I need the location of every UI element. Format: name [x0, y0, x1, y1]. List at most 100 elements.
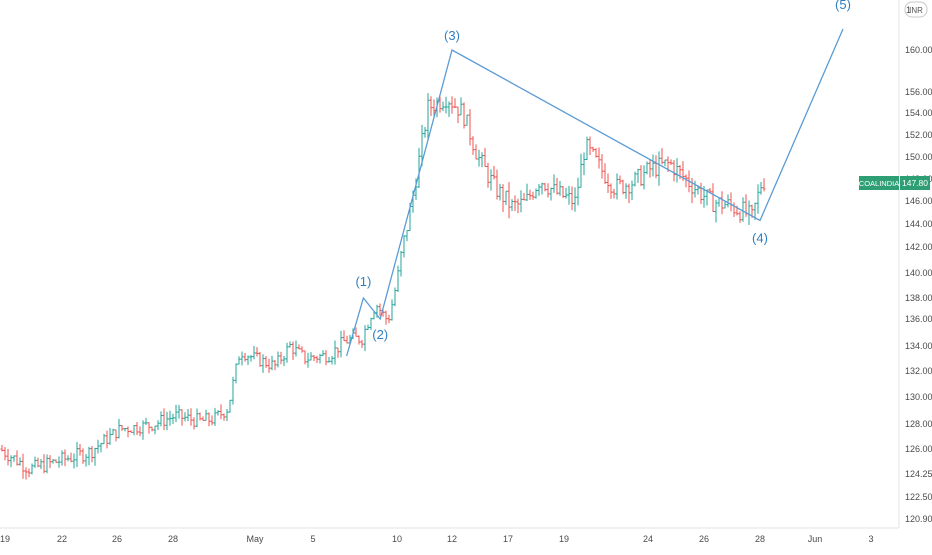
ohlc-bar: [162, 408, 166, 431]
ohlc-bar: [318, 353, 322, 364]
ohlc-bar: [123, 428, 127, 432]
ohlc-bar: [633, 171, 637, 187]
ohlc-bar: [387, 314, 391, 324]
ohlc-bar: [33, 456, 37, 468]
ohlc-bar: [120, 424, 124, 431]
ohlc-bar: [201, 416, 205, 421]
ohlc-bar: [15, 450, 19, 466]
ohlc-bar: [75, 441, 79, 468]
ohlc-bar: [36, 457, 40, 468]
ohlc-bar: [3, 447, 7, 461]
ohlc-bar: [324, 350, 328, 366]
ohlc-bar: [144, 417, 148, 425]
x-tick-label: Jun: [808, 534, 823, 544]
ohlc-bar: [273, 360, 277, 371]
ohlc-bar: [390, 299, 394, 321]
time-axis-bg: [0, 528, 932, 550]
x-tick-label: May: [246, 534, 264, 544]
ohlc-bar: [78, 443, 82, 456]
ohlc-bar: [99, 442, 103, 453]
ohlc-bar: [255, 347, 259, 357]
ohlc-bar: [456, 106, 460, 124]
ohlc-bar: [531, 191, 535, 200]
ohlc-bar: [57, 456, 61, 468]
ohlc-bar: [534, 188, 538, 199]
ohlc-bar: [477, 149, 481, 167]
ohlc-bar: [471, 136, 475, 155]
ohlc-bar: [330, 356, 334, 365]
ohlc-bar: [303, 350, 307, 365]
ohlc-bar: [90, 446, 94, 463]
ohlc-bar: [276, 351, 280, 368]
ohlc-bar: [189, 408, 193, 426]
currency-badge-label: INR: [909, 6, 923, 15]
ohlc-bar: [759, 182, 763, 195]
y-tick-label: 150.00: [905, 152, 932, 162]
ohlc-bar: [582, 152, 586, 176]
ohlc-bar: [738, 211, 742, 223]
y-tick-label: 142.00: [905, 242, 932, 252]
ohlc-bar: [285, 342, 289, 363]
ohlc-bar: [603, 163, 607, 185]
ohlc-bar: [234, 363, 238, 384]
ohlc-bar: [138, 426, 142, 437]
ohlc-bar: [261, 354, 265, 373]
y-tick-label: 134.00: [905, 341, 932, 351]
ohlc-bar: [165, 411, 169, 431]
ohlc-bar: [279, 351, 283, 365]
ohlc-bar: [546, 183, 550, 198]
y-tick-label: 152.00: [905, 130, 932, 140]
ohlc-bar: [222, 413, 226, 421]
ohlc-bar: [117, 418, 121, 439]
symbol-tag: COALINDIA: [859, 179, 899, 188]
time-axis[interactable]: 19 22 26 28 May 5 10 12 17 19 24 26 28 Jun 3: [0, 534, 874, 544]
y-tick-label: 138.00: [905, 293, 932, 303]
ohlc-bar: [573, 187, 577, 212]
last-price-tag-bg: [900, 176, 930, 190]
ohlc-bar: [486, 162, 490, 188]
ohlc-bar: [447, 101, 451, 118]
ohlc-bar: [48, 455, 52, 469]
ohlc-bar: [501, 184, 505, 212]
ohlc-bar: [630, 180, 634, 200]
ohlc-bar: [18, 457, 22, 466]
ohlc-bar: [513, 195, 517, 212]
y-tick-label: 154.00: [905, 108, 932, 118]
ohlc-bar: [9, 455, 13, 468]
ohlc-bar: [591, 146, 595, 152]
ohlc-bar: [648, 158, 652, 178]
ohlc-bar: [522, 192, 526, 201]
ohlc-bar: [147, 422, 151, 434]
ohlc-bar: [588, 136, 592, 156]
ohlc-bar: [174, 404, 178, 423]
ohlc-bar: [399, 251, 403, 277]
ohlc-bar: [378, 303, 382, 316]
ohlc-bar: [252, 346, 256, 360]
x-tick-label: 5: [310, 534, 315, 544]
ohlc-bar: [186, 409, 190, 422]
ohlc-bar: [567, 185, 571, 205]
ohlc-bar: [558, 180, 562, 196]
price-axis-bg: [899, 0, 932, 550]
ohlc-bar: [12, 455, 16, 462]
ohlc-bar: [570, 186, 574, 211]
x-tick-label: 22: [57, 534, 67, 544]
ohlc-bar: [45, 454, 49, 474]
ohlc-bar: [612, 188, 616, 199]
ohlc-bar: [237, 356, 241, 365]
x-tick-label: 19: [0, 534, 10, 544]
ohlc-bar: [39, 458, 43, 469]
ohlc-bar: [720, 191, 724, 215]
currency-badge[interactable]: INR: [904, 1, 928, 18]
ohlc-bar: [651, 154, 655, 177]
last-price-marker: COALINDIA 147.80: [859, 176, 930, 190]
wave-line[interactable]: [345, 28, 844, 357]
ohlc-bar: [594, 148, 598, 158]
ohlc-bar: [30, 463, 34, 475]
ohlc-bar: [672, 160, 676, 182]
ohlc-bar: [87, 446, 91, 466]
ohlc-bar: [66, 455, 70, 462]
ohlc-bar: [228, 399, 232, 413]
ohlc-bar: [84, 453, 88, 467]
ohlc-bar: [72, 453, 76, 469]
